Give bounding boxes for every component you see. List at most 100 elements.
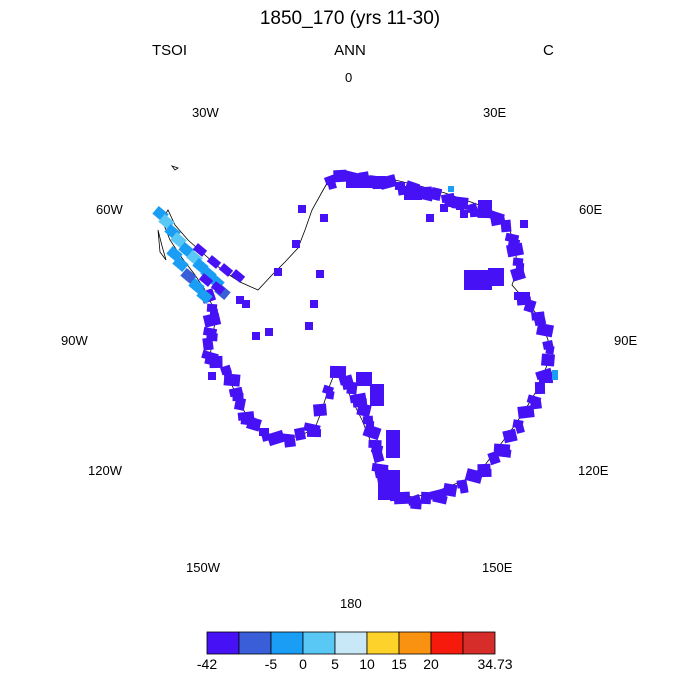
lon-label-120e: 120E bbox=[578, 463, 609, 478]
grid-cell bbox=[536, 322, 554, 338]
grid-cell bbox=[478, 200, 492, 212]
grid-cell bbox=[341, 379, 355, 391]
grid-cell bbox=[460, 210, 468, 218]
grid-cell bbox=[209, 308, 219, 318]
grid-cell bbox=[274, 268, 282, 276]
grid-cell bbox=[496, 448, 512, 458]
colorbar-box-6 bbox=[398, 631, 432, 655]
colorbar-box-8 bbox=[462, 631, 496, 655]
colorbar-tick-label: -42 bbox=[196, 656, 218, 672]
grid-cell bbox=[252, 332, 260, 340]
grid-cell bbox=[218, 263, 234, 277]
grid-cell bbox=[523, 298, 537, 314]
lon-label-60w: 60W bbox=[96, 202, 123, 217]
grid-cell bbox=[500, 219, 512, 233]
grid-cell bbox=[232, 392, 244, 402]
colorbar-tick-label: 20 bbox=[423, 656, 439, 672]
grid-cell bbox=[370, 444, 384, 454]
grid-cell bbox=[236, 296, 244, 304]
grid-cell bbox=[515, 424, 525, 434]
grid-cell bbox=[329, 365, 347, 379]
grid-cell bbox=[223, 370, 233, 380]
grid-cell bbox=[306, 428, 322, 438]
grid-cell bbox=[440, 204, 448, 212]
grid-cell bbox=[426, 214, 434, 222]
grid-cell bbox=[420, 491, 432, 505]
grid-cell bbox=[198, 273, 214, 287]
grid-cell bbox=[242, 300, 250, 308]
grid-cell bbox=[240, 416, 256, 426]
grid-cell bbox=[448, 186, 454, 192]
grid-cell bbox=[305, 322, 313, 330]
grid-cell bbox=[259, 428, 269, 436]
grid-cell bbox=[520, 220, 528, 228]
grid-cell bbox=[266, 429, 286, 447]
tsoi-grid-cells bbox=[152, 169, 558, 510]
grid-cell bbox=[210, 281, 226, 295]
colorbar-tick-label: -5 bbox=[264, 656, 278, 672]
grid-cell bbox=[365, 420, 375, 430]
grid-cell bbox=[333, 169, 347, 183]
grid-cell bbox=[488, 268, 504, 286]
lon-label-90w: 90W bbox=[61, 333, 88, 348]
grid-cell bbox=[442, 483, 458, 497]
grid-cell bbox=[386, 430, 400, 458]
grid-cell bbox=[204, 355, 220, 367]
colorbar-box-5 bbox=[366, 631, 400, 655]
grid-cell bbox=[456, 202, 464, 210]
grid-cell bbox=[506, 242, 524, 258]
grid-cell bbox=[459, 484, 469, 494]
grid-cell bbox=[487, 450, 501, 466]
grid-cell bbox=[502, 428, 518, 444]
grid-cell bbox=[208, 372, 216, 380]
grid-cell bbox=[265, 328, 273, 336]
grid-cell bbox=[310, 300, 318, 308]
season-label: ANN bbox=[334, 42, 366, 59]
south-orkney-outline bbox=[170, 165, 179, 171]
lon-label-180: 180 bbox=[340, 596, 362, 611]
lon-label-60e: 60E bbox=[579, 202, 603, 217]
grid-cell bbox=[514, 292, 530, 300]
lon-label-30w: 30W bbox=[192, 105, 219, 120]
grid-cell bbox=[327, 180, 337, 190]
grid-cell bbox=[517, 405, 535, 419]
grid-cell bbox=[541, 353, 555, 367]
colorbar-tick-label: 34.73 bbox=[477, 656, 513, 672]
variable-label: TSOI bbox=[152, 42, 188, 59]
colorbar-tick-label: 15 bbox=[391, 656, 407, 672]
lon-label-0: 0 bbox=[345, 70, 353, 85]
grid-cell bbox=[292, 240, 300, 248]
grid-cell bbox=[170, 231, 187, 249]
grid-cell bbox=[370, 384, 384, 406]
grid-cell bbox=[261, 432, 271, 442]
grid-cell bbox=[313, 403, 327, 417]
grid-cell bbox=[293, 427, 307, 441]
grid-cell bbox=[404, 186, 422, 200]
lon-label-30e: 30E bbox=[483, 105, 507, 120]
grid-cell bbox=[230, 269, 246, 283]
grid-cell bbox=[545, 345, 555, 355]
grid-cell bbox=[316, 270, 324, 278]
grid-cell bbox=[196, 287, 213, 305]
colorbar-tick-label: 0 bbox=[299, 656, 307, 672]
alexander-island-outline bbox=[157, 229, 167, 261]
grid-cell bbox=[534, 381, 546, 395]
grid-cell bbox=[284, 438, 296, 448]
grid-cell bbox=[432, 493, 448, 505]
grid-cell bbox=[510, 266, 526, 282]
lon-label-150e: 150E bbox=[482, 560, 513, 575]
colorbar-box-0 bbox=[206, 631, 240, 655]
grid-cell bbox=[538, 374, 554, 384]
grid-cell bbox=[469, 208, 479, 218]
grid-cell bbox=[206, 332, 218, 342]
colorbar-tick-label: 10 bbox=[359, 656, 375, 672]
grid-cell bbox=[464, 468, 484, 484]
grid-cell bbox=[410, 500, 422, 510]
colorbar-box-1 bbox=[238, 631, 272, 655]
grid-cell bbox=[188, 277, 205, 295]
colorbar-box-7 bbox=[430, 631, 464, 655]
grid-cell bbox=[320, 214, 328, 222]
lon-label-150w: 150W bbox=[186, 560, 220, 575]
